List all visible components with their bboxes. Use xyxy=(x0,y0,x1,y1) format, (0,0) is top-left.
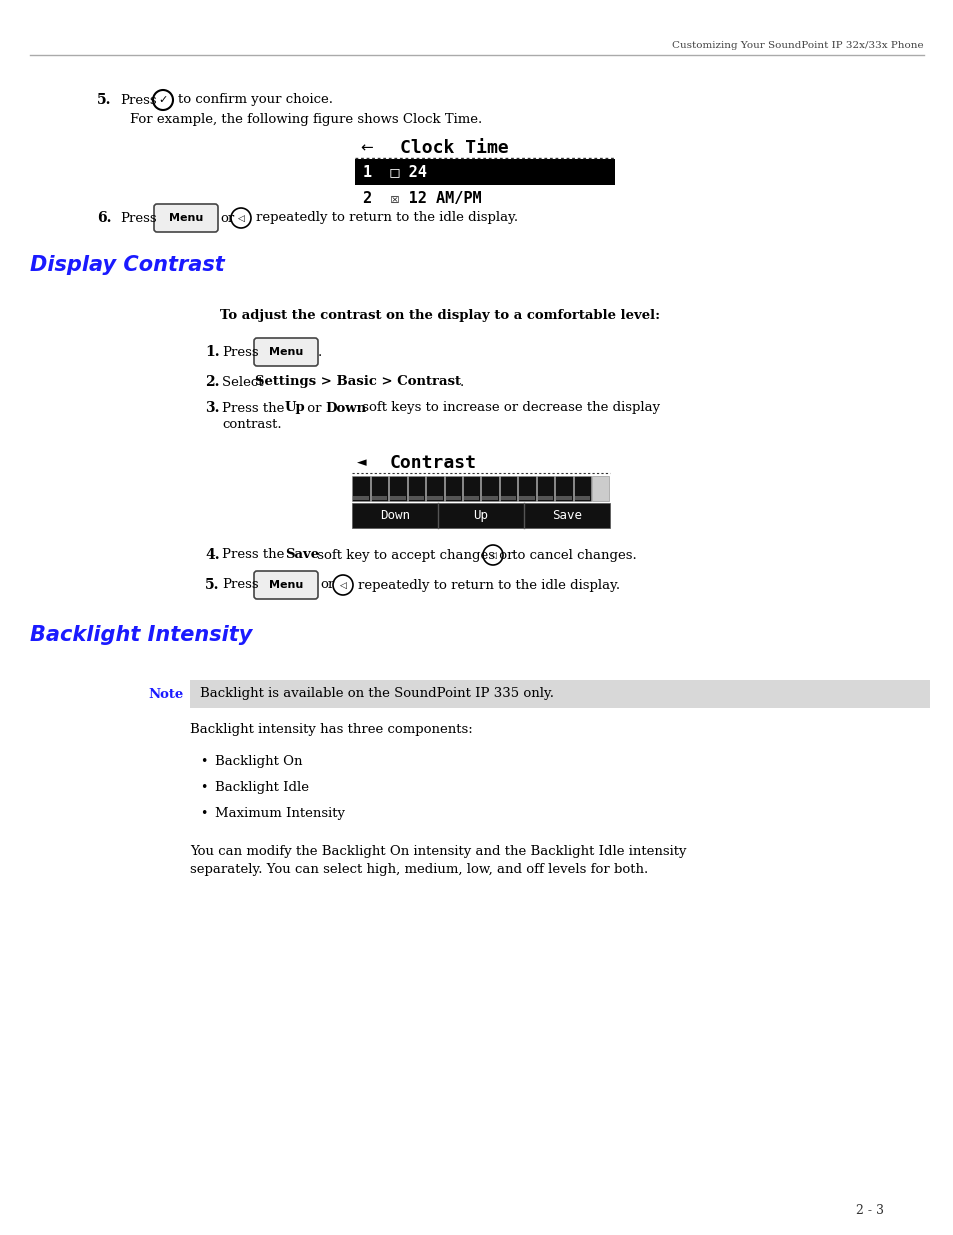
Text: 1  □ 24: 1 □ 24 xyxy=(363,164,426,179)
Text: Down: Down xyxy=(379,509,410,522)
Text: Up: Up xyxy=(285,401,305,415)
Text: separately. You can select high, medium, low, and off levels for both.: separately. You can select high, medium,… xyxy=(190,863,648,877)
Bar xyxy=(352,475,370,501)
Text: 2.: 2. xyxy=(205,375,219,389)
Bar xyxy=(556,496,571,500)
Bar xyxy=(408,496,424,500)
Bar xyxy=(574,496,590,500)
Text: Press the: Press the xyxy=(222,548,289,562)
Text: Select: Select xyxy=(222,375,268,389)
Bar xyxy=(371,475,388,501)
Text: •: • xyxy=(200,756,207,768)
Text: soft key to accept changes or: soft key to accept changes or xyxy=(313,548,517,562)
Bar xyxy=(482,496,497,500)
Text: Press: Press xyxy=(120,94,156,106)
Bar xyxy=(352,503,609,529)
Text: Up: Up xyxy=(473,509,488,522)
Bar xyxy=(517,475,536,501)
Bar xyxy=(407,475,425,501)
Text: ◄: ◄ xyxy=(356,457,366,469)
Bar xyxy=(555,475,572,501)
Text: ✓: ✓ xyxy=(158,95,168,105)
Text: or: or xyxy=(319,578,334,592)
Text: Backlight intensity has three components:: Backlight intensity has three components… xyxy=(190,724,473,736)
Text: Menu: Menu xyxy=(169,212,203,224)
Text: Menu: Menu xyxy=(269,347,303,357)
Bar xyxy=(190,680,929,708)
Text: Press: Press xyxy=(222,346,258,358)
Bar xyxy=(592,475,609,501)
Bar xyxy=(537,475,554,501)
Bar xyxy=(354,496,369,500)
FancyBboxPatch shape xyxy=(253,571,317,599)
Bar xyxy=(462,475,480,501)
Text: •: • xyxy=(200,782,207,794)
Bar xyxy=(444,475,461,501)
Text: 5.: 5. xyxy=(97,93,112,107)
Text: Menu: Menu xyxy=(269,580,303,590)
Bar xyxy=(500,496,516,500)
Bar xyxy=(518,496,535,500)
Bar xyxy=(426,475,443,501)
Text: ◁: ◁ xyxy=(237,214,244,222)
Text: Clock Time: Clock Time xyxy=(399,140,508,157)
FancyBboxPatch shape xyxy=(153,204,218,232)
Text: Press the: Press the xyxy=(222,401,289,415)
Text: 3.: 3. xyxy=(205,401,219,415)
Text: •: • xyxy=(200,808,207,820)
Text: 4.: 4. xyxy=(205,548,219,562)
Text: Settings > Basic > Contrast: Settings > Basic > Contrast xyxy=(254,375,460,389)
Text: to cancel changes.: to cancel changes. xyxy=(507,548,636,562)
Text: Backlight Intensity: Backlight Intensity xyxy=(30,625,253,645)
Text: Down: Down xyxy=(325,401,366,415)
Text: ◁: ◁ xyxy=(339,580,346,589)
Text: repeatedly to return to the idle display.: repeatedly to return to the idle display… xyxy=(357,578,619,592)
Text: ←: ← xyxy=(359,141,373,156)
Bar xyxy=(355,159,615,185)
Text: Note: Note xyxy=(148,688,183,700)
Text: To adjust the contrast on the display to a comfortable level:: To adjust the contrast on the display to… xyxy=(220,309,659,321)
Text: ◁: ◁ xyxy=(489,551,496,559)
Bar xyxy=(427,496,442,500)
Text: .: . xyxy=(317,346,322,358)
FancyBboxPatch shape xyxy=(253,338,317,366)
Bar xyxy=(481,475,498,501)
Text: For example, the following figure shows Clock Time.: For example, the following figure shows … xyxy=(130,114,482,126)
Text: Save: Save xyxy=(552,509,581,522)
Bar xyxy=(573,475,591,501)
Text: Backlight is available on the SoundPoint IP 335 only.: Backlight is available on the SoundPoint… xyxy=(200,688,554,700)
Text: to confirm your choice.: to confirm your choice. xyxy=(178,94,333,106)
Text: soft keys to increase or decrease the display: soft keys to increase or decrease the di… xyxy=(357,401,659,415)
Text: Display Contrast: Display Contrast xyxy=(30,254,225,275)
Text: 6.: 6. xyxy=(97,211,112,225)
Text: 1.: 1. xyxy=(205,345,219,359)
Text: Contrast: Contrast xyxy=(390,454,476,472)
Bar xyxy=(463,496,479,500)
Bar xyxy=(445,496,460,500)
Text: 5.: 5. xyxy=(205,578,219,592)
Bar xyxy=(499,475,517,501)
Text: 2  ☒ 12 AM/PM: 2 ☒ 12 AM/PM xyxy=(363,190,481,205)
Text: .: . xyxy=(459,375,464,389)
Text: Save: Save xyxy=(285,548,319,562)
Text: Customizing Your SoundPoint IP 32x/33x Phone: Customizing Your SoundPoint IP 32x/33x P… xyxy=(672,41,923,49)
Text: Press: Press xyxy=(222,578,258,592)
Text: You can modify the Backlight On intensity and the Backlight Idle intensity: You can modify the Backlight On intensit… xyxy=(190,846,686,858)
Text: contrast.: contrast. xyxy=(222,419,281,431)
Bar xyxy=(390,496,405,500)
Bar xyxy=(537,496,553,500)
Text: Maximum Intensity: Maximum Intensity xyxy=(214,808,345,820)
Text: Backlight On: Backlight On xyxy=(214,756,302,768)
Bar xyxy=(389,475,406,501)
Text: Press: Press xyxy=(120,211,156,225)
Text: Backlight Idle: Backlight Idle xyxy=(214,782,309,794)
Text: or: or xyxy=(303,401,325,415)
Text: 2 - 3: 2 - 3 xyxy=(855,1203,883,1216)
Bar xyxy=(372,496,387,500)
Text: repeatedly to return to the idle display.: repeatedly to return to the idle display… xyxy=(255,211,517,225)
Text: or: or xyxy=(220,211,234,225)
